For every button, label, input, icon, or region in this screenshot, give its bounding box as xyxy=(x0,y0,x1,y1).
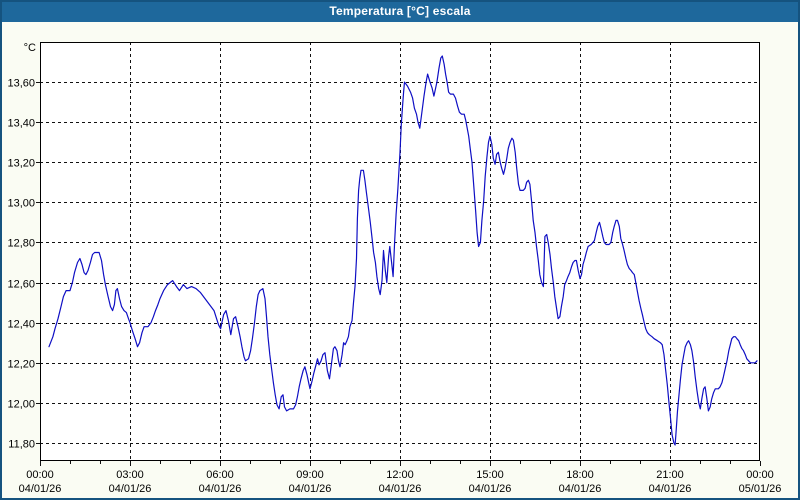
svg-text:12,20: 12,20 xyxy=(7,359,35,371)
svg-text:13,20: 13,20 xyxy=(7,158,35,170)
svg-text:06:00: 06:00 xyxy=(206,469,234,481)
y-unit-label: °C xyxy=(24,42,36,54)
svg-text:15:00: 15:00 xyxy=(476,469,504,481)
svg-text:04/01/26: 04/01/26 xyxy=(649,483,692,495)
svg-text:04/01/26: 04/01/26 xyxy=(559,483,602,495)
svg-text:04/01/26: 04/01/26 xyxy=(19,483,62,495)
temperature-series-line xyxy=(48,55,758,446)
svg-text:13,40: 13,40 xyxy=(7,118,35,130)
window-title: Temperatura [°C] escala xyxy=(329,4,471,18)
svg-text:04/01/26: 04/01/26 xyxy=(109,483,152,495)
svg-text:18:00: 18:00 xyxy=(566,469,594,481)
plot-border xyxy=(40,42,760,461)
svg-text:04/01/26: 04/01/26 xyxy=(289,483,332,495)
svg-text:00:00: 00:00 xyxy=(746,469,774,481)
svg-text:05/01/26: 05/01/26 xyxy=(739,483,782,495)
svg-text:13,60: 13,60 xyxy=(7,78,35,90)
svg-text:13,00: 13,00 xyxy=(7,198,35,210)
svg-text:12,80: 12,80 xyxy=(7,238,35,250)
svg-text:12,60: 12,60 xyxy=(7,279,35,291)
svg-text:21:00: 21:00 xyxy=(656,469,684,481)
svg-text:12:00: 12:00 xyxy=(386,469,414,481)
y-tick-labels: 13,60 13,40 13,20 13,00 12,80 12,60 12,40 12,20… xyxy=(7,78,35,451)
svg-text:09:00: 09:00 xyxy=(296,469,324,481)
x-gridlines xyxy=(40,42,761,466)
svg-text:03:00: 03:00 xyxy=(116,469,144,481)
x-tick-labels: 00:00 04/01/26 03:00 04/01/26 06:00 04/01/26 0… xyxy=(19,469,782,495)
svg-text:00:00: 00:00 xyxy=(26,469,54,481)
title-bar: Temperatura [°C] escala xyxy=(0,0,800,22)
svg-text:12,40: 12,40 xyxy=(7,319,35,331)
svg-text:04/01/26: 04/01/26 xyxy=(379,483,422,495)
svg-text:12,00: 12,00 xyxy=(7,399,35,411)
svg-text:04/01/26: 04/01/26 xyxy=(199,483,242,495)
svg-text:11,80: 11,80 xyxy=(8,439,35,451)
svg-text:04/01/26: 04/01/26 xyxy=(469,483,512,495)
